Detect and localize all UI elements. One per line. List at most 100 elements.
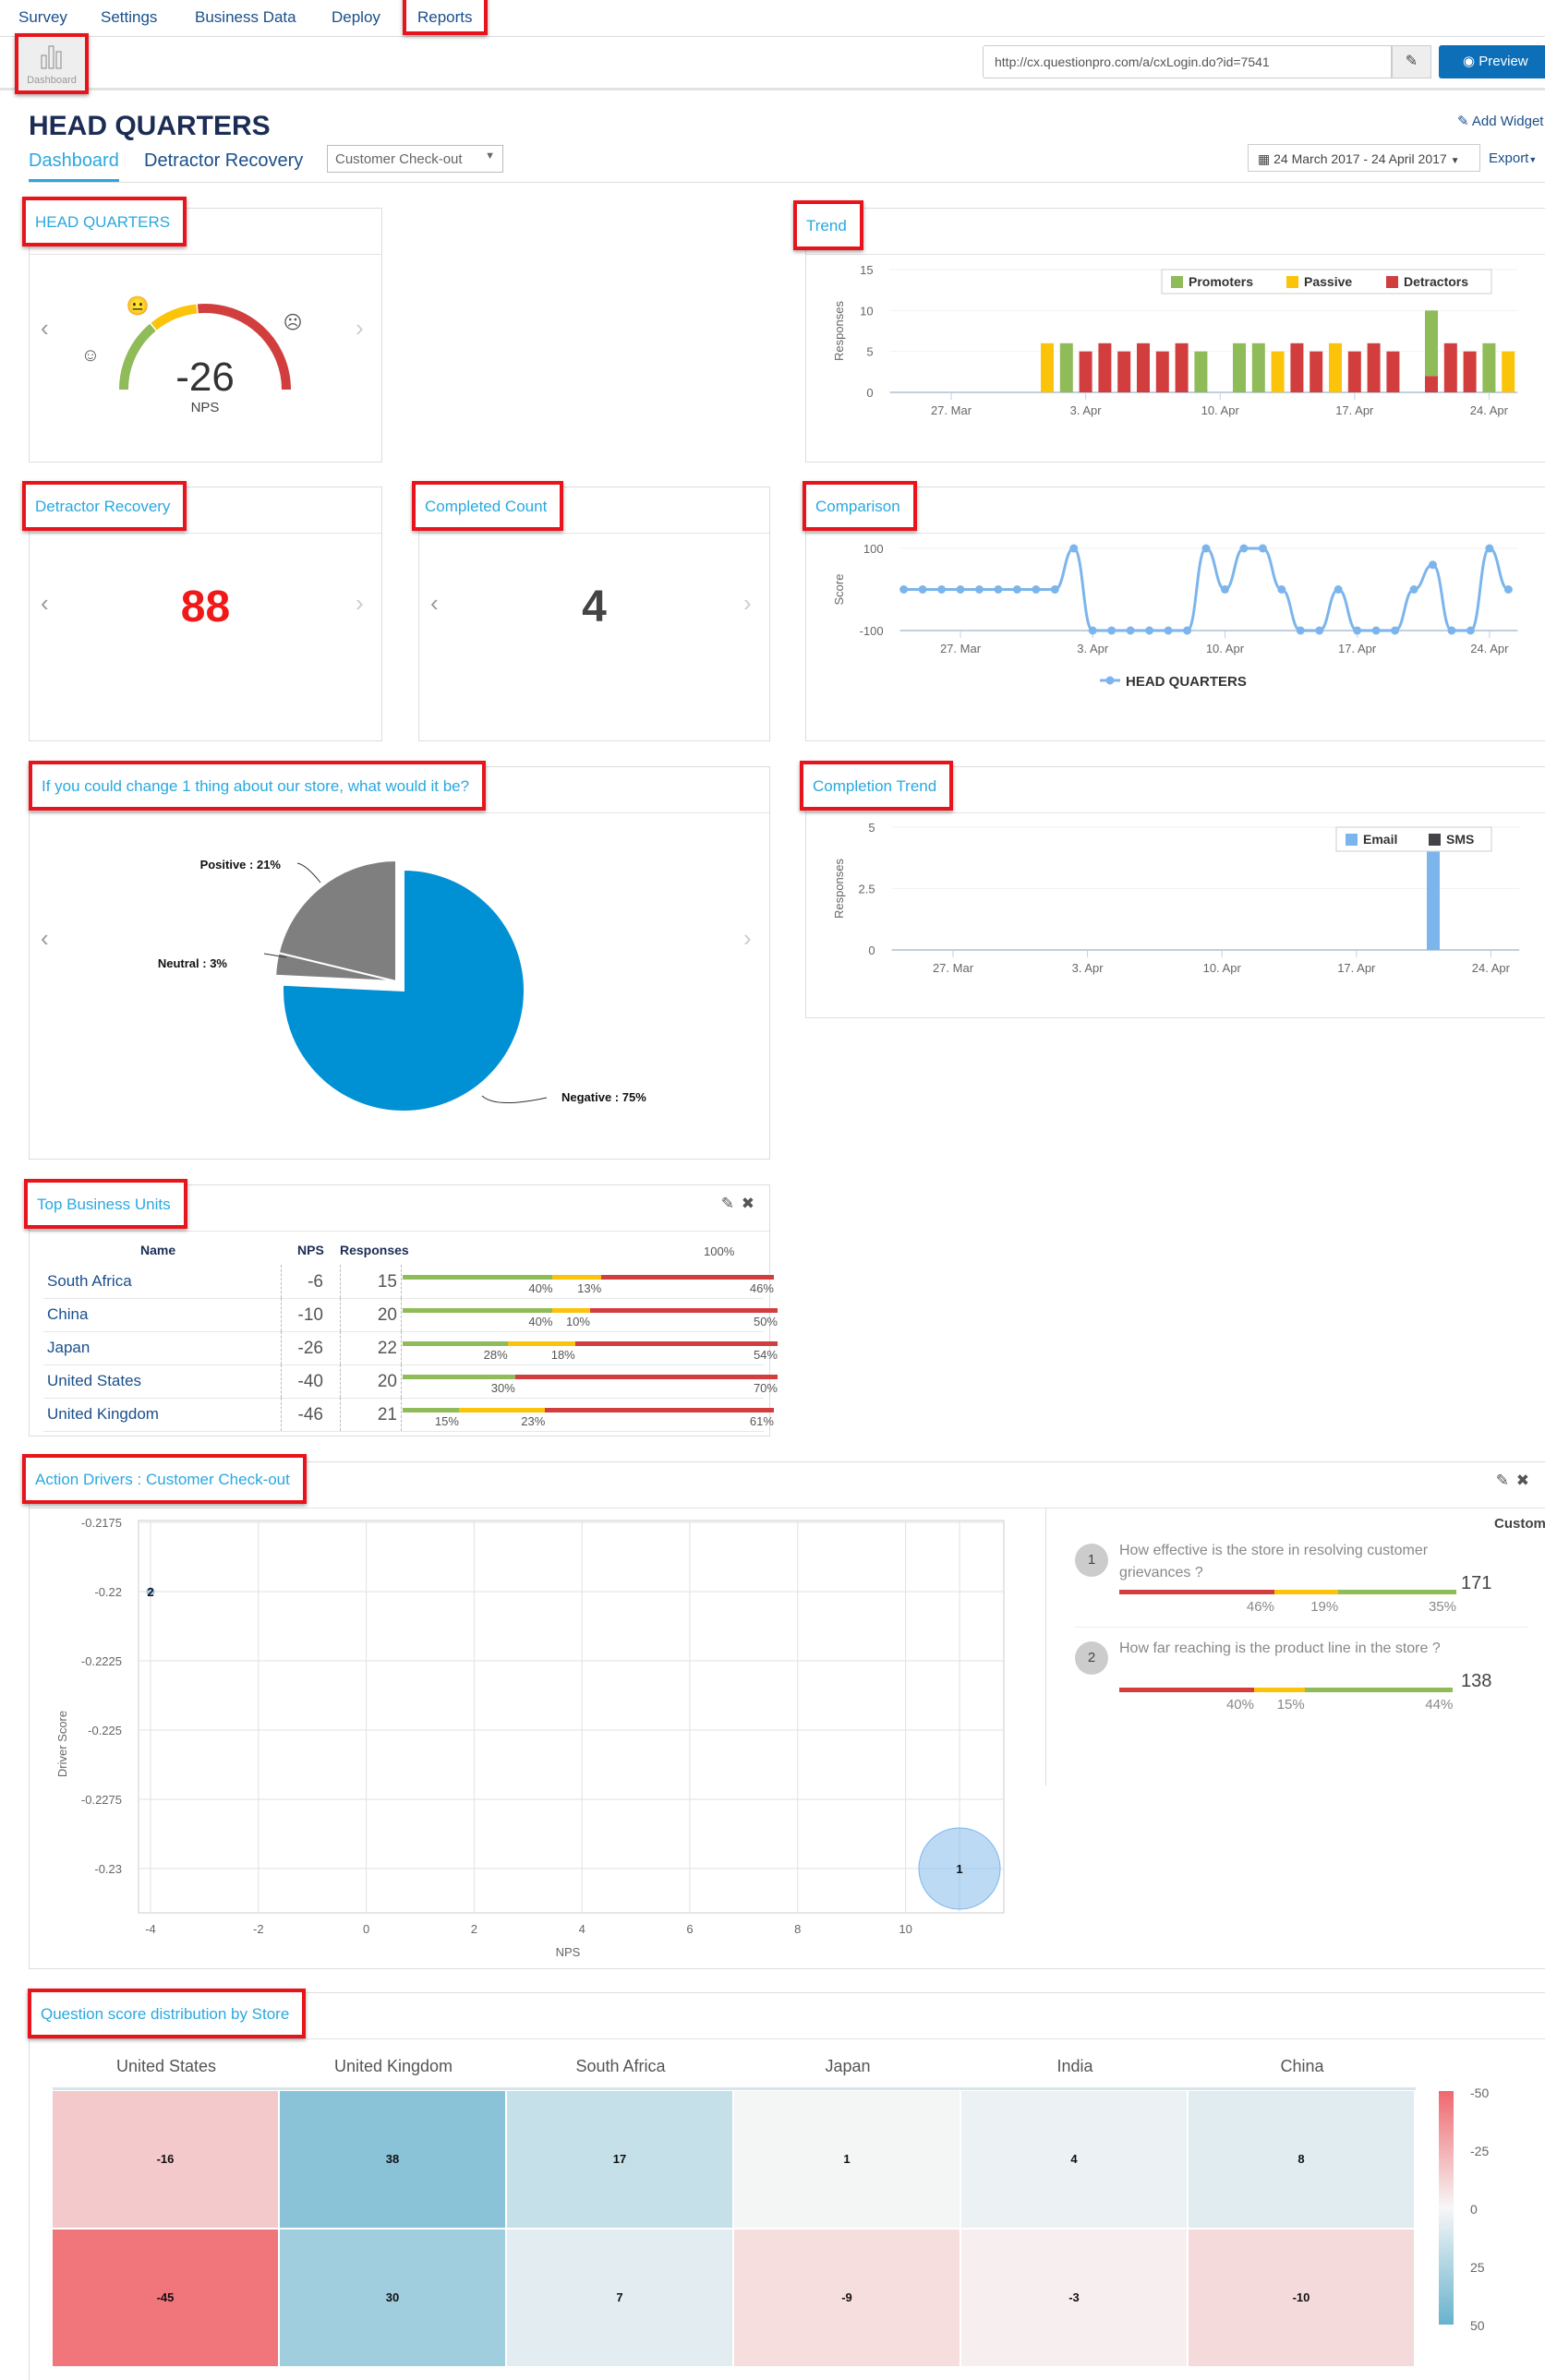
gauge-promoters-arc (119, 323, 156, 391)
x-tick-label: 17. Apr (1338, 642, 1377, 655)
calendar-icon: ▦ (1258, 151, 1274, 166)
scale-label: -50 (1470, 2086, 1490, 2100)
legend-item: HEAD QUARTERS (1126, 674, 1247, 690)
row-divider (43, 1398, 764, 1399)
chevron-right-icon[interactable]: › (743, 589, 752, 617)
nps-bar-segment (574, 1341, 778, 1346)
caret-down-icon: ▼ (485, 150, 495, 162)
unit-name-link[interactable]: Japan (47, 1339, 91, 1356)
chevron-right-icon[interactable]: › (356, 314, 364, 342)
export-label: Export (1489, 150, 1529, 166)
dashed-divider (340, 1331, 341, 1364)
trend-bar-detractors (1175, 343, 1189, 392)
nps-bar-segment (601, 1275, 774, 1280)
score-point (1485, 544, 1494, 553)
driver-bar-segment (1119, 1590, 1274, 1594)
survey-url-field[interactable]: http://cx.questionpro.com/a/cxLogin.do?i… (983, 45, 1392, 78)
row-divider (43, 1431, 764, 1432)
edit-widget-icon[interactable]: ✎ (1495, 1472, 1509, 1489)
nps-bar-segment (403, 1275, 553, 1280)
edit-widget-icon[interactable]: ✎ (720, 1195, 734, 1212)
nav-deploy[interactable]: Deploy (332, 8, 380, 26)
unit-responses: 21 (377, 1405, 397, 1424)
dashed-divider (281, 1331, 282, 1364)
edit-url-button[interactable]: ✎ (1392, 45, 1431, 78)
nps-bar-segment (507, 1341, 575, 1346)
x-tick-label: 27. Mar (933, 961, 974, 975)
dashboard-button[interactable]: Dashboard (15, 33, 89, 94)
nav-business-data[interactable]: Business Data (195, 8, 296, 26)
chevron-right-icon[interactable]: › (743, 924, 752, 952)
driver-bar-percent: 40% (1225, 1697, 1254, 1713)
y-tick-label: 0 (868, 944, 875, 957)
heatmap-cell: -9 (734, 2230, 960, 2366)
nps-bar-percent: 23% (521, 1414, 546, 1428)
unit-responses: 20 (377, 1305, 397, 1325)
trend-bar-promoters (1059, 343, 1073, 392)
driver-bar-segment (1304, 1688, 1454, 1692)
comparison-widget: Comparison -100 100 27. Mar 3. Apr 10. Apr 17… (803, 481, 1545, 741)
action-drivers-scatter: -4 -2 0 2 4 6 8 10 -0.2175 -0.22 -0.2225 -0.225 -0.2… (55, 1516, 1005, 1959)
heatmap-cell: -3 (961, 2230, 1187, 2366)
nps-bar-percent: 54% (753, 1348, 778, 1362)
unit-name-link[interactable]: United Kingdom (47, 1405, 159, 1423)
export-button[interactable]: Export▼ (1489, 150, 1537, 166)
chevron-left-icon[interactable]: ‹ (41, 314, 49, 342)
y-tick-label: -0.2225 (81, 1654, 122, 1668)
widget-title: Completed Count (412, 481, 564, 531)
heatmap-column-label: Japan (825, 2057, 871, 2075)
add-widget-link[interactable]: ✎ Add Widget (1457, 113, 1543, 129)
close-icon[interactable]: ✖ (741, 1195, 754, 1212)
trend-widget: Trend 0 5 10 15 27. Mar 3. Apr 10. Apr 17. Apr 2… (793, 200, 1545, 463)
chevron-left-icon[interactable]: ‹ (430, 589, 439, 617)
unit-nps: -6 (308, 1272, 323, 1292)
chevron-right-icon[interactable]: › (356, 589, 364, 617)
column-header-responses: Responses (340, 1243, 409, 1257)
y-axis-title: Score (832, 574, 846, 606)
unit-name-link[interactable]: China (47, 1305, 89, 1323)
driver-bubble-label: 2 (147, 1585, 153, 1599)
heatmap-cell: -10 (1189, 2230, 1414, 2366)
legend-box (1335, 826, 1492, 852)
trend-bar-detractors (1155, 351, 1169, 392)
tab-dashboard[interactable]: Dashboard (29, 150, 119, 183)
pie-widget: If you could change 1 thing about our st… (29, 761, 770, 1160)
preview-button[interactable]: ◉ Preview (1439, 45, 1545, 78)
nav-reports[interactable]: Reports (417, 8, 473, 26)
eye-icon: ◉ (1463, 54, 1479, 69)
y-tick-label: -0.23 (94, 1862, 122, 1876)
legend-swatch (1171, 276, 1183, 288)
add-widget-label: Add Widget (1471, 114, 1544, 129)
pie-leader-line (263, 953, 287, 958)
trend-bar-detractors (1098, 343, 1112, 392)
score-point (1353, 626, 1362, 635)
heatmap-cell: 30 (280, 2230, 505, 2366)
chevron-left-icon[interactable]: ‹ (41, 589, 49, 617)
nav-survey[interactable]: Survey (18, 8, 67, 26)
chevron-left-icon[interactable]: ‹ (41, 924, 49, 952)
toolbar: Dashboard http://cx.questionpro.com/a/cx… (0, 33, 1545, 94)
card-body: -4 -2 0 2 4 6 8 10 -0.2175 -0.22 -0.2225 -0.225 -0.2… (30, 1509, 1545, 1968)
widget-title: Question score distribution by Store (28, 1989, 307, 2038)
nps-bar-segment (552, 1275, 602, 1280)
tab-detractor-recovery[interactable]: Detractor Recovery (144, 150, 304, 171)
dashed-divider (340, 1265, 341, 1298)
score-point (1220, 585, 1229, 594)
x-tick-label: 10. Apr (1203, 961, 1242, 975)
sad-face-icon: ☹ (284, 313, 303, 333)
driver-bar-segment (1338, 1590, 1456, 1594)
y-axis-title: Driver Score (55, 1711, 69, 1777)
unit-name-link[interactable]: South Africa (47, 1272, 132, 1290)
nps-bar-segment (403, 1375, 515, 1379)
legend-swatch (1386, 276, 1398, 288)
nav-settings[interactable]: Settings (101, 8, 158, 26)
heatmap-cell: 4 (961, 2091, 1187, 2228)
date-range-picker[interactable]: ▦ 24 March 2017 - 24 April 2017 ▼ (1248, 144, 1480, 172)
close-icon[interactable]: ✖ (1515, 1472, 1529, 1489)
x-tick-label: 4 (579, 1922, 585, 1936)
unit-name-link[interactable]: United States (47, 1372, 142, 1389)
survey-select[interactable]: Customer Check-out ▼ (327, 145, 503, 173)
heatmap-column-label: South Africa (575, 2057, 666, 2075)
heatmap-top-border (53, 2087, 1416, 2090)
legend-item-sms: SMS (1446, 832, 1474, 847)
